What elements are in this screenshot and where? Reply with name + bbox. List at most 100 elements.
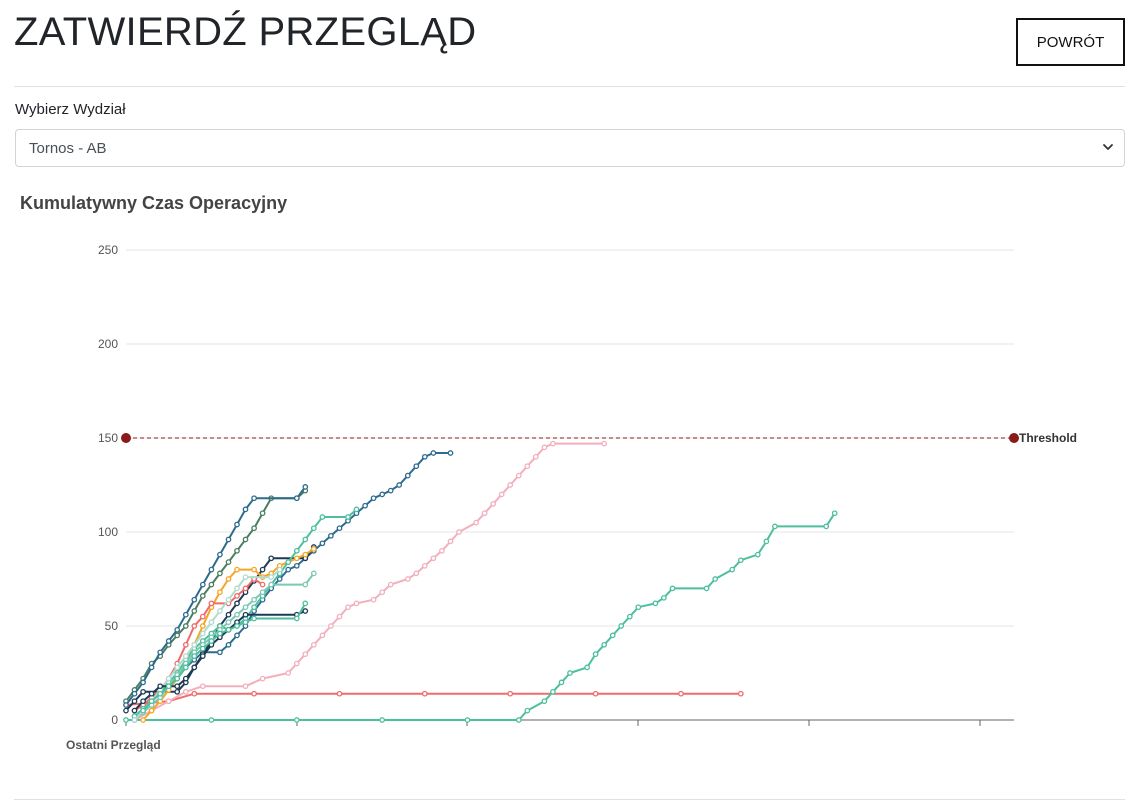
data-point <box>635 604 642 611</box>
data-point <box>302 551 309 558</box>
y-tick-label: 250 <box>98 243 118 257</box>
data-point <box>567 670 573 676</box>
data-point <box>225 619 232 626</box>
data-point <box>140 688 146 695</box>
data-point <box>242 604 249 611</box>
data-point <box>191 690 198 697</box>
data-point <box>165 675 172 682</box>
data-point <box>217 649 223 656</box>
data-point <box>362 502 368 509</box>
data-point <box>208 619 215 626</box>
data-point <box>148 664 155 671</box>
data-point <box>182 664 189 671</box>
data-point <box>225 626 232 633</box>
data-point <box>293 717 300 723</box>
data-point <box>276 566 283 573</box>
data-point <box>191 608 198 614</box>
data-point <box>199 683 206 690</box>
data-point <box>515 717 522 723</box>
data-point <box>131 707 138 714</box>
data-point <box>225 596 232 603</box>
data-point <box>456 529 462 535</box>
data-point <box>515 472 522 479</box>
data-point <box>234 521 240 528</box>
data-point <box>626 613 633 620</box>
data-point <box>242 611 249 618</box>
data-point <box>328 623 334 629</box>
data-point <box>191 623 198 629</box>
department-select-value: Tornos - AB <box>29 140 107 157</box>
y-tick-label: 150 <box>98 431 118 445</box>
y-tick-label: 0 <box>111 713 118 727</box>
data-point <box>242 619 249 626</box>
data-point <box>652 600 659 607</box>
data-point <box>234 611 240 618</box>
data-point <box>541 444 548 451</box>
data-point <box>601 440 608 447</box>
data-point <box>251 495 257 502</box>
data-point <box>251 566 257 573</box>
data-point <box>217 630 223 637</box>
cumulative-operating-time-chart: 0 50 100 150 200 250 Ostatni Przegląd Threshold <box>66 243 1077 752</box>
threshold-label: Threshold <box>1019 431 1077 445</box>
data-point <box>285 566 292 573</box>
data-point <box>259 566 266 573</box>
data-point <box>737 690 744 697</box>
data-point <box>276 576 283 582</box>
data-point <box>140 698 146 705</box>
data-point <box>148 690 155 697</box>
data-point <box>242 574 249 580</box>
data-point <box>396 482 403 488</box>
data-point <box>199 645 206 652</box>
data-point <box>174 683 181 690</box>
department-select[interactable]: Tornos - AB <box>15 129 1125 167</box>
data-point <box>293 615 300 622</box>
data-point <box>379 717 386 723</box>
back-button[interactable]: POWRÓT <box>1016 18 1125 66</box>
data-point <box>225 641 232 648</box>
y-tick-label: 100 <box>98 525 118 539</box>
data-point <box>123 702 129 708</box>
data-point <box>387 581 394 588</box>
data-point <box>123 707 129 714</box>
data-point <box>140 717 146 723</box>
data-point <box>199 581 206 588</box>
data-point <box>473 519 479 526</box>
data-point <box>208 717 215 723</box>
data-point <box>302 600 309 607</box>
data-point <box>336 690 343 697</box>
data-point <box>507 690 514 697</box>
data-point <box>182 675 189 682</box>
data-point <box>199 623 206 629</box>
data-point <box>251 596 257 603</box>
series-line-14 <box>125 486 307 706</box>
data-point <box>302 536 309 543</box>
y-tick-label: 200 <box>98 337 118 351</box>
data-point <box>345 514 351 520</box>
data-point <box>234 585 240 592</box>
series-line-4 <box>133 452 451 721</box>
header-divider <box>14 86 1125 87</box>
data-point <box>251 604 257 611</box>
data-point <box>404 472 411 479</box>
data-point <box>259 581 266 588</box>
data-point <box>498 491 505 498</box>
data-point <box>191 596 198 603</box>
data-point <box>541 698 548 705</box>
data-point <box>259 589 266 596</box>
data-point <box>430 450 437 456</box>
data-point <box>754 551 761 558</box>
data-point <box>199 613 206 620</box>
data-point <box>199 630 206 637</box>
data-point <box>242 506 249 513</box>
data-point <box>584 664 590 671</box>
data-point <box>293 495 300 502</box>
data-point <box>208 638 215 644</box>
data-point <box>199 593 206 599</box>
data-point <box>823 523 830 530</box>
data-point <box>310 525 317 532</box>
data-point <box>447 450 454 456</box>
data-point <box>293 547 300 554</box>
data-point <box>345 604 351 611</box>
chart-title: Kumulatywny Czas Operacyjny <box>20 193 288 213</box>
